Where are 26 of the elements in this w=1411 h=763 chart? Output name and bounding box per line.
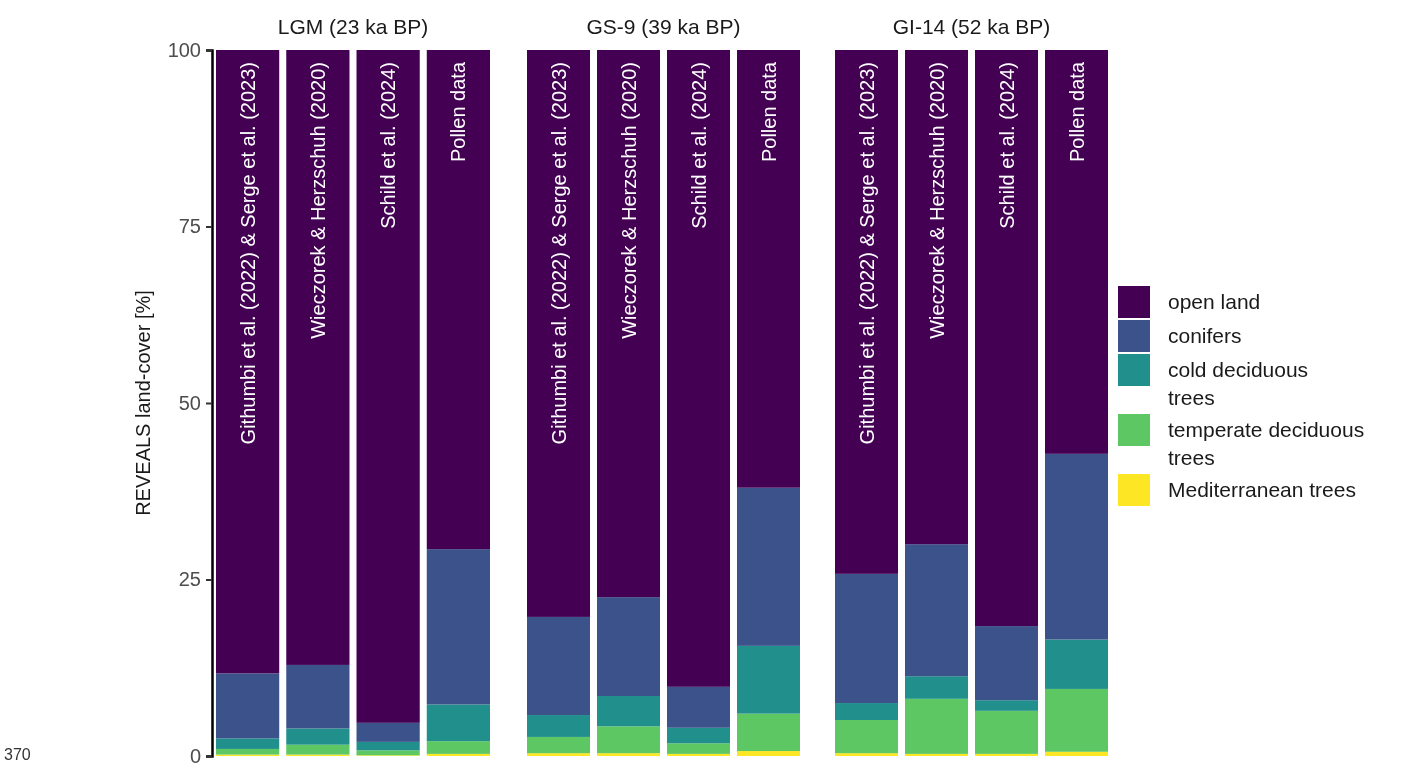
x-tick-label: Wieczorek & Herzschuh (2020)	[306, 62, 329, 339]
legend-label: conifers	[1168, 324, 1242, 347]
chart-title: GI-14 (52 ka BP)	[892, 15, 1051, 38]
x-tick-label: Wieczorek & Herzschuh (2020)	[617, 62, 640, 339]
x-tick-label: Wieczorek & Herzschuh (2020)	[925, 62, 948, 339]
legend-label: temperate deciduous trees	[1168, 418, 1365, 469]
y-tick-label: 50	[178, 391, 201, 414]
x-tick-label: Pollen data	[447, 61, 470, 163]
legend-label: open land	[1168, 290, 1261, 313]
x-tick-label: Githumbi et al. (2022) & Serge et al. (2023)	[855, 62, 878, 445]
y-axis-title: REVEALS land-cover [%]	[132, 290, 154, 516]
x-tick-label: Schild et al. (2024)	[995, 62, 1018, 229]
chart-title: GS-9 (39 ka BP)	[586, 15, 741, 38]
x-tick-label: Schild et al. (2024)	[377, 62, 400, 229]
y-tick-label: 0	[189, 744, 201, 763]
chart-title: LGM (23 ka BP)	[277, 15, 429, 38]
x-tick-label: Githumbi et al. (2022) & Serge et al. (2023)	[547, 62, 570, 445]
legend-label: Mediterranean trees	[1168, 478, 1356, 501]
y-tick-label: 100	[167, 38, 201, 61]
x-tick-label: Pollen data	[1065, 61, 1088, 163]
x-tick-label: Githumbi et al. (2022) & Serge et al. (2023)	[236, 62, 259, 445]
y-tick-label: 25	[178, 568, 201, 591]
text: 370	[4, 746, 31, 763]
x-tick-label: Schild et al. (2024)	[687, 62, 710, 229]
y-tick-label: 75	[178, 215, 201, 238]
x-tick-label: Pollen data	[757, 61, 780, 163]
